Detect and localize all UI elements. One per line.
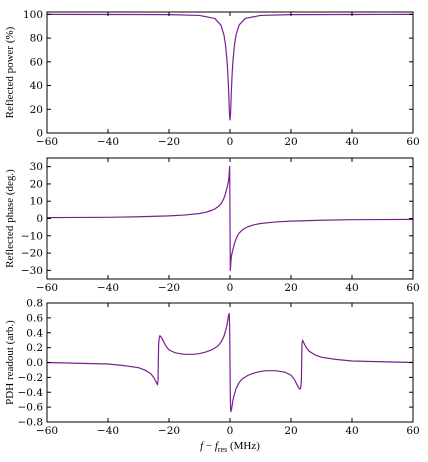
power-x-ticks: −60 −40 −20 0 20 40 60 (36, 12, 420, 148)
panel-reflected-power: −60 −40 −20 0 20 40 60 0 20 40 60 80 100 Reflected … (4, 9, 420, 148)
phase-y-tick-label: 10 (30, 196, 43, 208)
phase-y-ticks: −30 −20 −10 0 10 20 30 (21, 161, 413, 277)
power-y-tick-label: 20 (30, 104, 43, 116)
pdh-x-tick-label: 60 (406, 425, 419, 437)
power-trace-group (47, 13, 413, 121)
pdh-x-tick-label: −60 (36, 425, 58, 437)
phase-x-tick-label: 20 (284, 282, 297, 294)
pdh-y-tick-label: −0.2 (18, 372, 44, 384)
phase-y-tick-label: 0 (36, 213, 43, 225)
pdh-y-tick-label: 0.2 (26, 342, 43, 354)
power-x-tick-label: −60 (36, 136, 58, 148)
pdh-x-ticks: −60 −40 −20 0 20 40 60 (36, 303, 420, 437)
power-x-tick-label: −20 (158, 136, 180, 148)
pdh-x-tick-label: 40 (345, 425, 358, 437)
pdh-y-axis-label: PDH readout (arb.) (4, 320, 16, 405)
power-x-tick-label: −40 (97, 136, 119, 148)
phase-x-tick-label: −40 (97, 282, 119, 294)
phase-y-tick-label: −20 (21, 248, 43, 260)
pdh-y-tick-label: 0.4 (26, 327, 43, 339)
power-x-tick-label: 60 (406, 136, 419, 148)
phase-trace-group (47, 166, 413, 271)
pdh-plot-frame (46, 302, 414, 423)
power-y-tick-label: 60 (30, 56, 43, 68)
pdh-trace-line (47, 312, 413, 413)
x-axis-label: f − fres (MHz) (200, 440, 260, 454)
power-x-tick-label: 0 (227, 136, 234, 148)
phase-y-tick-label: 30 (30, 161, 43, 173)
power-y-tick-label: 80 (30, 33, 43, 45)
pdh-y-tick-label: 0.0 (26, 357, 43, 369)
phase-y-tick-label: −30 (21, 265, 43, 277)
power-x-tick-label: 20 (284, 136, 297, 148)
phase-x-tick-label: 40 (345, 282, 358, 294)
pdh-trace-group (47, 312, 413, 413)
power-y-tick-label: 40 (30, 80, 43, 92)
pdh-y-tick-label: −0.4 (18, 387, 44, 399)
panel-reflected-phase: −60 −40 −20 0 20 40 60 −30 −20 −10 0 10 20 30 Reflec… (4, 157, 420, 294)
power-y-ticks: 0 20 40 60 80 100 (23, 9, 413, 140)
pdh-x-tick-label: −40 (97, 425, 119, 437)
pdh-x-tick-label: 0 (227, 425, 234, 437)
power-plot-frame (46, 11, 414, 134)
phase-x-ticks: −60 −40 −20 0 20 40 60 (36, 158, 420, 294)
pdh-x-tick-label: −20 (158, 425, 180, 437)
pdh-y-ticks: −0.8 −0.6 −0.4 −0.2 0.0 0.2 0.4 0.6 0.8 (18, 298, 413, 429)
pdh-y-tick-label: −0.6 (18, 402, 44, 414)
pdh-y-tick-label: 0.8 (26, 298, 43, 310)
power-x-tick-label: 40 (345, 136, 358, 148)
phase-y-tick-label: −10 (21, 230, 43, 242)
power-trace-line (47, 13, 413, 121)
panel-pdh-readout: −60 −40 −20 0 20 40 60 −0.8 −0.6 −0.4 −0.2 0.0 0.2 0… (4, 298, 420, 455)
pdh-x-tick-label: 20 (284, 425, 297, 437)
phase-plot-frame (46, 157, 414, 280)
phase-x-tick-label: 60 (406, 282, 419, 294)
phase-x-tick-label: −20 (158, 282, 180, 294)
phase-x-tick-label: 0 (227, 282, 234, 294)
pdh-y-tick-label: 0.6 (26, 312, 43, 324)
phase-y-tick-label: 20 (30, 178, 43, 190)
power-y-tick-label: 0 (36, 128, 43, 140)
phase-trace-line (47, 166, 413, 271)
power-y-tick-label: 100 (23, 9, 43, 21)
power-y-axis-label: Reflected power (%) (4, 26, 16, 118)
phase-x-tick-label: −60 (36, 282, 58, 294)
phase-y-axis-label: Reflected phase (deg.) (4, 169, 16, 268)
pdh-y-tick-label: −0.8 (18, 417, 44, 429)
